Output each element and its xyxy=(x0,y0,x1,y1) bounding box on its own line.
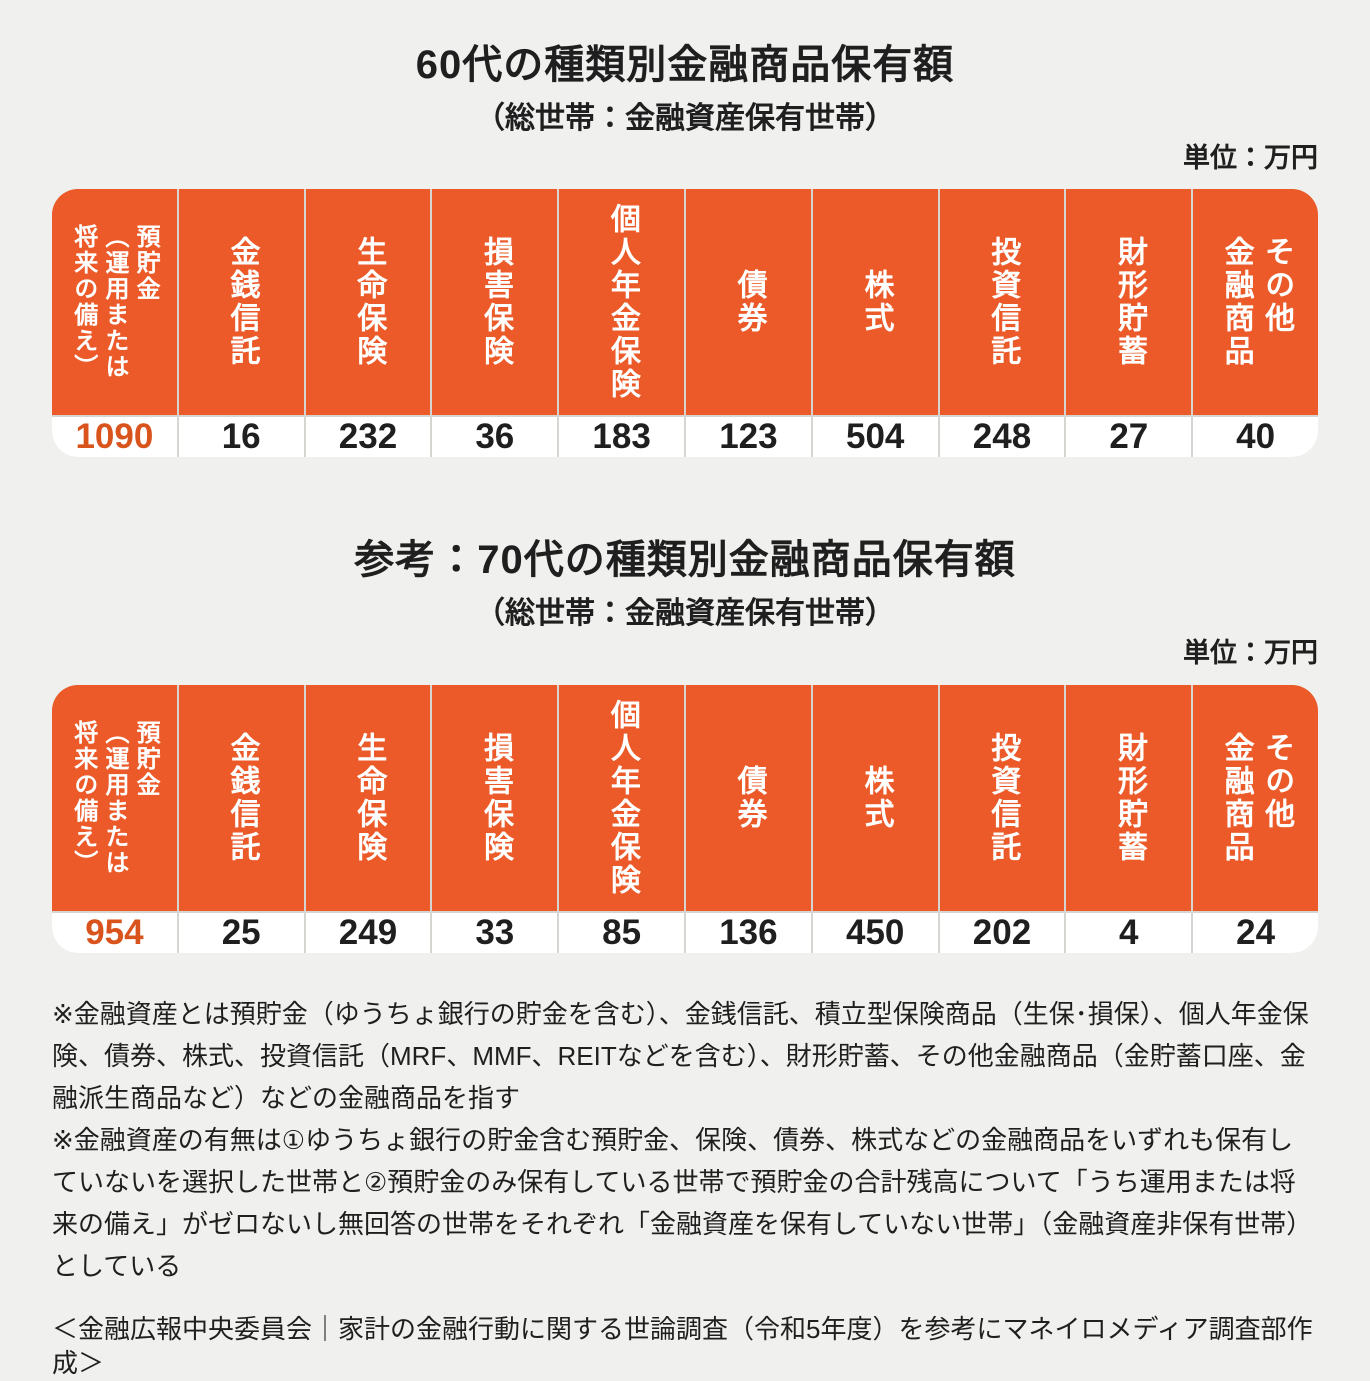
holdings-table-70s: 預貯金 （運用または 将来の備え） 954 金銭信託 25 生命保険 249 損害保険 33 個… xyxy=(52,684,1318,953)
column-header-6: 株式 xyxy=(812,189,938,416)
column-header-label: その他 金融商品 xyxy=(1219,236,1294,369)
column-header-7: 投資信託 xyxy=(939,189,1065,416)
table70-value-9: 24 xyxy=(1193,912,1318,953)
column-header-label: 生命保険 xyxy=(352,731,386,864)
column-header-label: 財形貯蓄 xyxy=(1113,236,1147,369)
column-header-5: 債券 xyxy=(686,189,811,416)
column-header-2: 生命保険 xyxy=(305,189,431,416)
column-header-label: 金銭信託 xyxy=(225,731,259,864)
table-column-7: 投資信託 248 xyxy=(939,189,1065,458)
table-column-2: 生命保険 249 xyxy=(305,684,431,953)
column-header-4: 個人年金保険 xyxy=(559,189,684,416)
table-column-3: 損害保険 36 xyxy=(432,189,558,458)
table60-value-2: 232 xyxy=(305,417,431,458)
table-column-5: 債券 136 xyxy=(686,684,811,953)
table60-value-3: 36 xyxy=(432,417,558,458)
table-column-8: 財形貯蓄 4 xyxy=(1066,684,1192,953)
column-header-label: 損害保険 xyxy=(479,236,513,369)
section-60s: 60代の種類別金融商品保有額 （総世帯：金融資産保有世帯） 単位：万円 預貯金 … xyxy=(52,40,1318,458)
table70-value-0: 954 xyxy=(52,912,177,953)
column-header-label: 財形貯蓄 xyxy=(1113,731,1147,864)
section-60s-unit-label: 単位：万円 xyxy=(1183,142,1318,173)
holdings-table-60s: 預貯金 （運用または 将来の備え） 1090 金銭信託 16 生命保険 232 損害保険 36… xyxy=(52,189,1318,458)
table-column-8: 財形貯蓄 27 xyxy=(1066,189,1192,458)
column-header-label: 株式 xyxy=(859,764,893,831)
section-70s-subtitle: （総世帯：金融資産保有世帯） xyxy=(475,597,895,631)
table-column-9: その他 金融商品 24 xyxy=(1193,684,1318,953)
column-header-9: その他 金融商品 xyxy=(1193,189,1318,416)
footnote-definition: ※金融資産とは預貯金（ゆうちょ銀行の貯金を含む）、金銭信託、積立型保険商品（生保… xyxy=(52,998,1309,1113)
column-header-label: 個人年金保険 xyxy=(605,698,639,897)
column-header-label: 損害保険 xyxy=(479,731,513,864)
table-column-6: 株式 504 xyxy=(812,189,938,458)
table60-value-9: 40 xyxy=(1193,417,1318,458)
section-70s-title: 参考：70代の種類別金融商品保有額 xyxy=(354,538,1016,583)
column-header-5: 債券 xyxy=(686,684,811,911)
column-header-label: 株式 xyxy=(859,269,893,336)
table-column-0: 預貯金 （運用または 将来の備え） 1090 xyxy=(52,189,177,458)
table70-value-1: 25 xyxy=(178,912,304,953)
column-header-8: 財形貯蓄 xyxy=(1066,684,1192,911)
table-column-4: 個人年金保険 183 xyxy=(559,189,684,458)
table70-value-7: 202 xyxy=(939,912,1065,953)
column-header-label: 個人年金保険 xyxy=(605,203,639,402)
table-column-0: 預貯金 （運用または 将来の備え） 954 xyxy=(52,684,177,953)
table60-value-0: 1090 xyxy=(52,417,177,458)
column-header-1: 金銭信託 xyxy=(178,189,304,416)
column-header-label: その他 金融商品 xyxy=(1219,731,1294,864)
table60-value-4: 183 xyxy=(559,417,684,458)
table-column-9: その他 金融商品 40 xyxy=(1193,189,1318,458)
column-header-label: 預貯金 （運用または 将来の備え） xyxy=(69,224,160,381)
source-attribution: ＜金融広報中央委員会｜家計の金融行動に関する世論調査（令和5年度）を参考にマネイ… xyxy=(52,1314,1313,1379)
column-header-label: 生命保険 xyxy=(352,236,386,369)
section-70s: 参考：70代の種類別金融商品保有額 （総世帯：金融資産保有世帯） 単位：万円 預… xyxy=(52,535,1318,953)
footnote-criteria: ※金融資産の有無は①ゆうちょ銀行の貯金含む預貯金、保険、債券、株式などの金融商品… xyxy=(52,1124,1313,1282)
table-column-3: 損害保険 33 xyxy=(432,684,558,953)
table70-value-5: 136 xyxy=(686,912,811,953)
column-header-0: 預貯金 （運用または 将来の備え） xyxy=(52,189,177,416)
section-70s-unit-label: 単位：万円 xyxy=(1183,637,1318,668)
table-column-1: 金銭信託 25 xyxy=(178,684,304,953)
column-header-label: 債券 xyxy=(732,269,766,336)
table-column-5: 債券 123 xyxy=(686,189,811,458)
column-header-8: 財形貯蓄 xyxy=(1066,189,1192,416)
section-60s-title: 60代の種類別金融商品保有額 xyxy=(415,43,955,87)
column-header-9: その他 金融商品 xyxy=(1193,684,1318,911)
column-header-2: 生命保険 xyxy=(305,684,431,911)
table70-value-4: 85 xyxy=(559,912,684,953)
column-header-label: 投資信託 xyxy=(986,236,1020,369)
column-header-4: 個人年金保険 xyxy=(559,684,684,911)
column-header-7: 投資信託 xyxy=(939,684,1065,911)
table60-value-5: 123 xyxy=(686,417,811,458)
table70-value-8: 4 xyxy=(1066,912,1192,953)
table70-value-2: 249 xyxy=(305,912,431,953)
table60-value-1: 16 xyxy=(178,417,304,458)
table70-value-6: 450 xyxy=(812,912,938,953)
table60-value-8: 27 xyxy=(1066,417,1192,458)
column-header-label: 金銭信託 xyxy=(225,236,259,369)
column-header-label: 預貯金 （運用または 将来の備え） xyxy=(69,719,160,876)
column-header-1: 金銭信託 xyxy=(178,684,304,911)
column-header-3: 損害保険 xyxy=(432,189,558,416)
table-column-1: 金銭信託 16 xyxy=(178,189,304,458)
column-header-6: 株式 xyxy=(812,684,938,911)
column-header-label: 債券 xyxy=(732,764,766,831)
table70-value-3: 33 xyxy=(432,912,558,953)
column-header-0: 預貯金 （運用または 将来の備え） xyxy=(52,684,177,911)
table60-value-7: 248 xyxy=(939,417,1065,458)
table60-value-6: 504 xyxy=(812,417,938,458)
table-column-4: 個人年金保険 85 xyxy=(559,684,684,953)
table-column-6: 株式 450 xyxy=(812,684,938,953)
table-column-2: 生命保険 232 xyxy=(305,189,431,458)
column-header-label: 投資信託 xyxy=(986,731,1020,864)
section-60s-subtitle: （総世帯：金融資産保有世帯） xyxy=(475,102,895,135)
column-header-3: 損害保険 xyxy=(432,684,558,911)
table-column-7: 投資信託 202 xyxy=(939,684,1065,953)
footnotes: ※金融資産とは預貯金（ゆうちょ銀行の貯金を含む）、金銭信託、積立型保険商品（生保… xyxy=(52,993,1318,1288)
